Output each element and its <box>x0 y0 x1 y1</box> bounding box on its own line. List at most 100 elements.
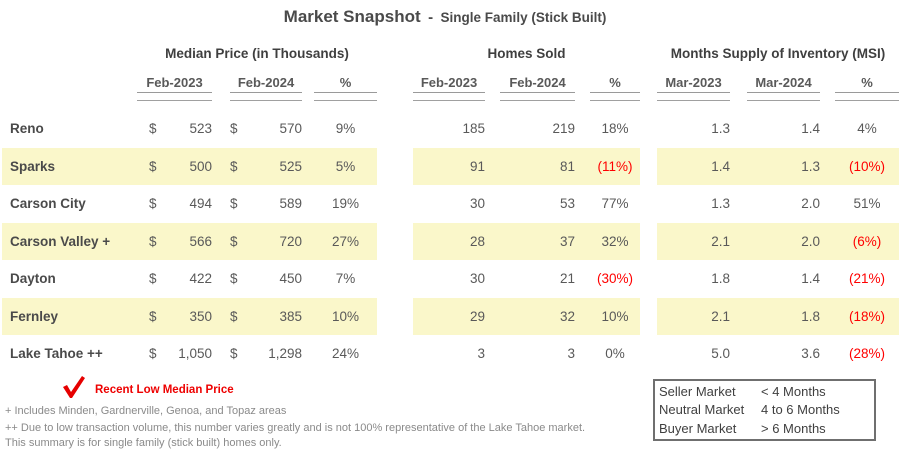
median-2024-cell: 720 <box>279 233 302 249</box>
section-gap <box>377 148 413 186</box>
msi-pct-cell: (28%) <box>848 346 885 362</box>
column-header-homes-pct: % <box>590 75 640 101</box>
group-header-homes-sold: Homes Sold <box>487 45 566 61</box>
table-row-fernley: Fernley $ 350 $ 385 10% 29 32 10% <box>2 297 899 336</box>
msi-section: 1.8 1.4 (21%) <box>657 260 899 298</box>
currency-symbol: $ <box>149 346 157 362</box>
column-header-median-feb2024: Feb-2024 <box>230 75 302 101</box>
section-gap <box>640 260 657 298</box>
median-pct-cell: 9% <box>335 121 356 137</box>
median-2024-cell: 525 <box>279 158 302 174</box>
section-gap <box>377 185 413 223</box>
msi-pct-cell: (18%) <box>848 308 885 324</box>
column-header-homes-feb2023: Feb-2023 <box>413 75 485 101</box>
homes-sold-section: 185 219 18% <box>413 110 640 148</box>
msi-pct-cell: 51% <box>853 196 881 212</box>
row-label: Fernley <box>10 308 59 324</box>
median-price-section: Dayton $ 422 $ 450 7% <box>2 260 377 298</box>
section-gap <box>640 223 657 261</box>
red-checkmark-icon <box>60 375 87 405</box>
currency-symbol: $ <box>230 308 238 324</box>
homes-sold-section: 91 81 (11%) <box>413 147 640 185</box>
row-label: Carson City <box>10 196 86 212</box>
median-2023-cell: 523 <box>189 121 212 137</box>
msi-2023-cell: 1.3 <box>711 196 730 212</box>
median-2023-cell: 566 <box>189 233 212 249</box>
msi-2023-cell: 1.4 <box>711 158 730 174</box>
median-pct-cell: 7% <box>335 271 356 287</box>
section-gap <box>377 335 413 373</box>
msi-section: 2.1 2.0 (6%) <box>657 222 899 260</box>
median-pct-cell: 5% <box>335 158 356 174</box>
homes-2024-cell: 21 <box>559 271 575 287</box>
median-2024-cell: 450 <box>279 271 302 287</box>
section-gap <box>640 75 657 96</box>
market-table: Median Price (in Thousands) Homes Sold M… <box>2 44 899 373</box>
column-header-text: % <box>835 75 899 93</box>
msi-2023-cell: 1.3 <box>711 121 730 137</box>
section-gap <box>377 260 413 298</box>
group-header-median-price: Median Price (in Thousands) <box>165 45 349 61</box>
homes-2024-cell: 32 <box>559 308 575 324</box>
table-row-lake-tahoe: Lake Tahoe ++ $ 1,050 $ 1,298 24% 3 3 0% <box>2 335 899 373</box>
currency-symbol: $ <box>230 346 238 362</box>
msi-section: 2.1 1.8 (18%) <box>657 297 899 335</box>
homes-pct-cell: 18% <box>601 121 629 137</box>
title-main: Market Snapshot <box>283 7 421 26</box>
table-row-carson-city: Carson City $ 494 $ 589 19% 30 53 77% <box>2 185 899 223</box>
legend-value: < 4 Months <box>761 383 826 399</box>
msi-2023-cell: 1.8 <box>711 271 730 287</box>
median-pct-cell: 24% <box>331 346 360 362</box>
homes-pct-cell: 32% <box>601 233 629 249</box>
section-gap <box>640 110 657 148</box>
legend-label: Neutral Market <box>659 402 745 418</box>
homes-2024-cell: 53 <box>559 196 575 212</box>
legend-label: Seller Market <box>659 383 736 399</box>
currency-symbol: $ <box>230 271 238 287</box>
section-gap <box>377 110 413 148</box>
homes-2023-cell: 185 <box>462 121 485 137</box>
legend-value: 4 to 6 Months <box>761 402 840 418</box>
column-header-spacer <box>2 75 137 96</box>
homes-2023-cell: 28 <box>469 233 485 249</box>
homes-2023-cell: 30 <box>469 271 485 287</box>
footnote-plus: + Includes Minden, Gardnerville, Genoa, … <box>5 405 287 417</box>
msi-2024-cell: 1.8 <box>801 308 820 324</box>
homes-pct-cell: (11%) <box>597 158 633 174</box>
legend-row-buyer: Buyer Market > 6 Months <box>659 420 874 437</box>
homes-sold-section: 30 21 (30%) <box>413 260 640 298</box>
section-gap <box>377 298 413 336</box>
median-price-section: Fernley $ 350 $ 385 10% <box>2 297 377 335</box>
median-2023-cell: 422 <box>189 271 212 287</box>
homes-2023-cell: 91 <box>469 158 485 174</box>
footnote-summary: This summary is for single family (stick… <box>5 437 282 449</box>
table-row-sparks: Sparks $ 500 $ 525 5% 91 81 (11%) <box>2 147 899 186</box>
msi-2024-cell: 1.3 <box>801 158 820 174</box>
section-gap <box>377 75 413 96</box>
table-row-reno: Reno $ 523 $ 570 9% 185 219 18% <box>2 110 899 148</box>
homes-2024-cell: 3 <box>567 346 575 362</box>
currency-symbol: $ <box>230 158 238 174</box>
homes-pct-cell: (30%) <box>596 271 633 287</box>
column-header-homes-feb2024: Feb-2024 <box>500 75 575 101</box>
column-header-text: Mar-2023 <box>657 75 730 93</box>
legend-row-seller: Seller Market < 4 Months <box>659 383 874 400</box>
msi-2023-cell: 2.1 <box>711 233 730 249</box>
msi-2024-cell: 1.4 <box>801 121 820 137</box>
row-label: Lake Tahoe ++ <box>10 346 103 362</box>
row-label: Sparks <box>10 158 56 174</box>
column-header-text: % <box>314 75 377 93</box>
column-header-msi-mar2024: Mar-2024 <box>747 75 820 101</box>
msi-legend-box: Seller Market < 4 Months Neutral Market … <box>653 379 876 441</box>
median-pct-cell: 27% <box>331 233 360 249</box>
msi-2024-cell: 3.6 <box>801 346 820 362</box>
currency-symbol: $ <box>149 121 157 137</box>
homes-2024-cell: 37 <box>559 233 575 249</box>
group-header-msi: Months Supply of Inventory (MSI) <box>670 45 886 61</box>
homes-2024-cell: 219 <box>552 121 575 137</box>
column-header-text: Feb-2024 <box>230 75 302 93</box>
column-header-text: % <box>590 75 640 93</box>
column-header-row: Feb-2023 Feb-2024 % Feb-2023 Feb-2024 % … <box>2 75 899 104</box>
median-price-section: Carson Valley + $ 566 $ 720 27% <box>2 222 377 260</box>
row-label: Reno <box>10 121 44 137</box>
